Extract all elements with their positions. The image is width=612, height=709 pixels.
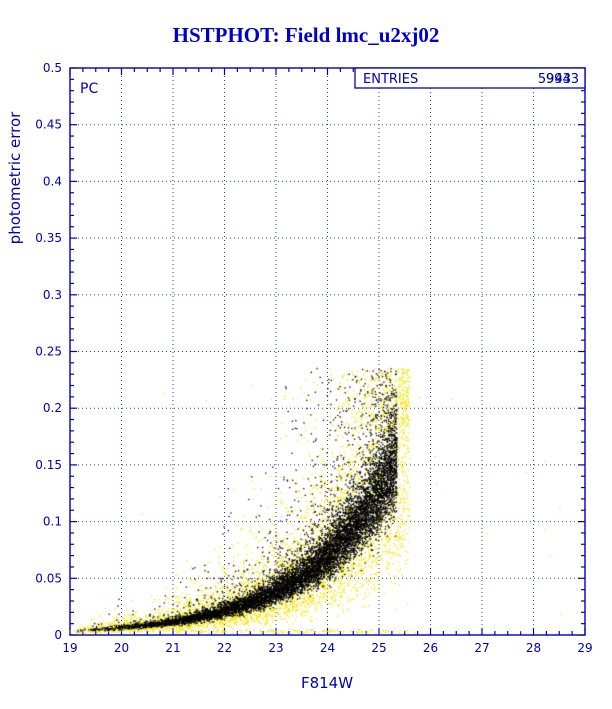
x-tick-label: 23 [268, 641, 283, 655]
y-tick-label: 0.35 [35, 231, 62, 245]
x-tick-label: 29 [577, 641, 592, 655]
y-tick-label: 0.05 [35, 571, 62, 585]
tick-layer [69, 67, 586, 636]
x-tick-label: 25 [371, 641, 386, 655]
entries-label: ENTRIES [363, 72, 418, 87]
x-axis-label: F814W [301, 674, 353, 692]
detector-label: PC [80, 81, 98, 97]
x-tick-label: 26 [423, 641, 438, 655]
entries-value-secondary: 5943 [538, 72, 571, 87]
x-tick-label: 19 [62, 641, 77, 655]
y-axis-label: photometric error [6, 111, 24, 244]
y-tick-label: 0.15 [35, 458, 62, 472]
y-tick-label: 0.5 [43, 61, 62, 75]
y-tick-label: 0.2 [43, 401, 62, 415]
y-tick-label: 0 [54, 628, 62, 642]
tick-label-layer: 19 20 21 22 23 24 25 26 27 28 29 0 0.05 0.1 0.15 0.2 0.2… [35, 61, 592, 655]
x-tick-label: 27 [474, 641, 489, 655]
x-tick-label: 28 [526, 641, 541, 655]
grid-layer [70, 68, 585, 635]
y-tick-label: 0.1 [43, 515, 62, 529]
x-tick-label: 20 [114, 641, 129, 655]
y-tick-label: 0.3 [43, 288, 62, 302]
y-tick-label: 0.45 [35, 118, 62, 132]
x-tick-label: 22 [217, 641, 232, 655]
y-tick-label: 0.4 [43, 174, 62, 188]
plot-frame [69, 67, 586, 636]
x-tick-label: 21 [165, 641, 180, 655]
x-tick-label: 24 [320, 641, 335, 655]
y-tick-label: 0.25 [35, 345, 62, 359]
plot-title: HSTPHOT: Field lmc_u2xj02 [173, 23, 440, 47]
